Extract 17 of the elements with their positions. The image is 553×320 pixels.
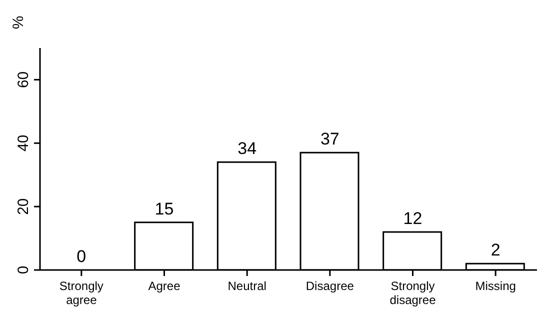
y-tick-label: 20 bbox=[15, 198, 32, 215]
x-tick-label: Strongly agree bbox=[59, 279, 104, 307]
data-label: 37 bbox=[320, 130, 340, 149]
y-tick-label: 40 bbox=[15, 134, 32, 152]
data-label: 34 bbox=[238, 139, 257, 158]
data-label: 0 bbox=[76, 247, 86, 266]
data-label: 2 bbox=[490, 240, 500, 260]
y-tick-label: 0 bbox=[15, 266, 32, 274]
x-tick-label: Agree bbox=[148, 279, 181, 293]
x-tick-label: Strongly disagree bbox=[390, 279, 436, 307]
data-label: 15 bbox=[154, 199, 174, 218]
data-label: 12 bbox=[403, 208, 422, 228]
y-tick-label: 60 bbox=[15, 71, 32, 88]
x-tick-label: Missing bbox=[475, 279, 516, 293]
x-tick-label: Disagree bbox=[306, 279, 354, 293]
y-axis-title: % bbox=[10, 16, 28, 30]
x-tick-label: Neutral bbox=[228, 279, 266, 293]
